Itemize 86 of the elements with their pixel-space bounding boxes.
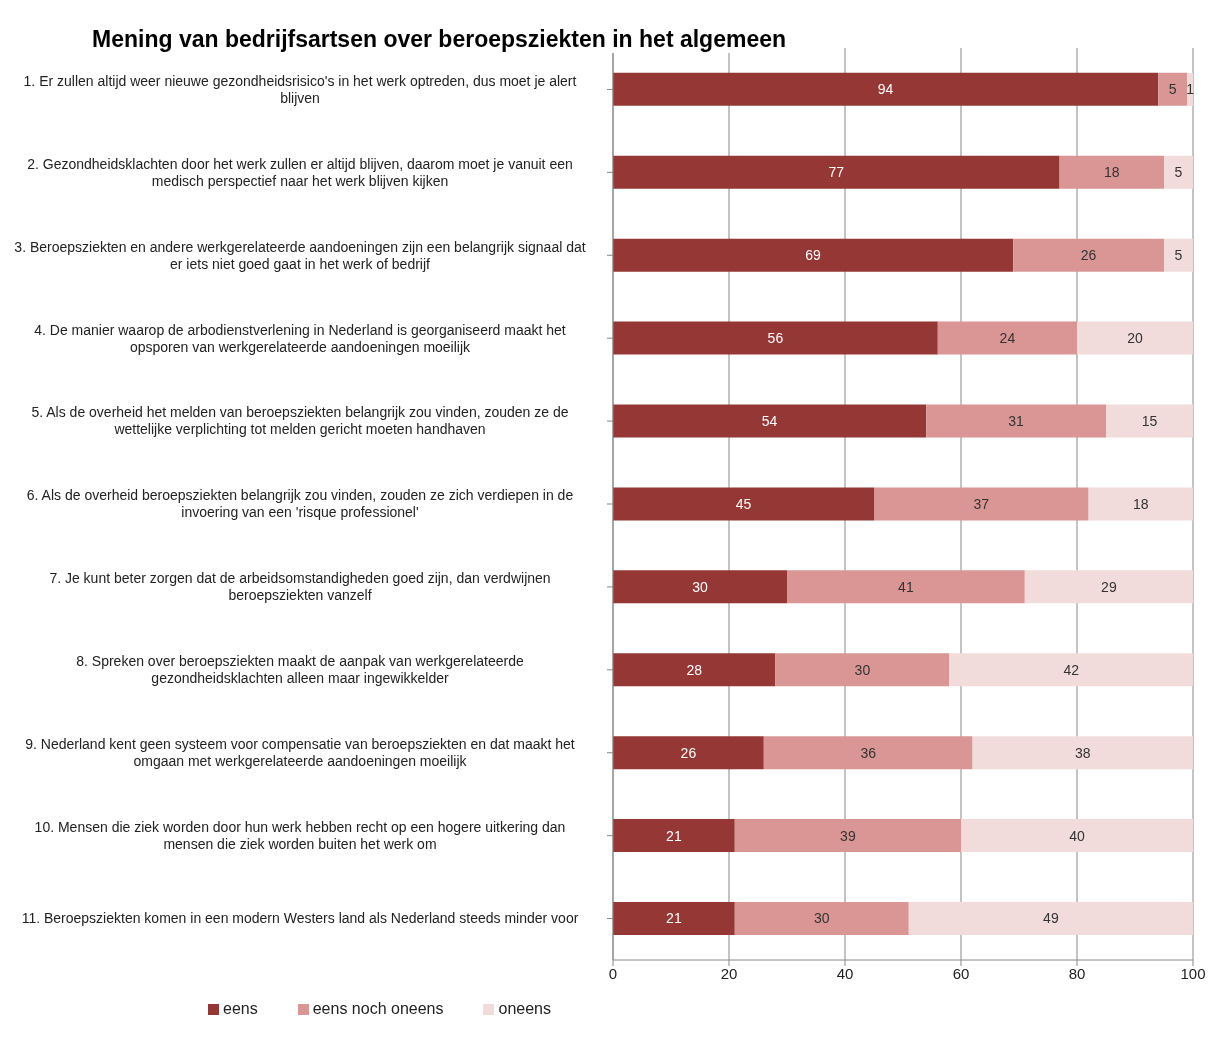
bar — [972, 736, 1193, 770]
bar — [613, 653, 776, 687]
bar — [926, 404, 1106, 438]
y-tick-label: 7. Je kunt beter zorgen dat de arbeidsomstandigheden goed zijn, dan verdwijnen beroepsziekten vanzelf — [49, 570, 551, 604]
bar — [613, 901, 735, 935]
y-tick-label: 4. De manier waarop de arbodienstverlening in Nederland is georganiseerd maakt het opsporen van werkgerelateerde aandoeningen moeilijk — [34, 321, 566, 355]
data-label: 49 — [1043, 910, 1059, 927]
data-label: 30 — [854, 661, 871, 678]
data-label: 41 — [898, 578, 914, 595]
data-label: 24 — [999, 330, 1016, 347]
legend-label: eens noch oneens — [312, 1000, 444, 1017]
bar — [787, 570, 1025, 604]
bar — [1158, 72, 1188, 106]
data-label: 18 — [1104, 164, 1120, 181]
legend-label: eens — [223, 1000, 258, 1017]
bar — [1059, 155, 1164, 189]
data-label: 1 — [1186, 81, 1195, 98]
bar — [613, 238, 1014, 272]
data-label: 38 — [1075, 744, 1091, 761]
data-label: 30 — [692, 578, 708, 595]
x-tick-label: 20 — [720, 964, 738, 982]
y-tick-label: 9. Nederland kent geen systeem voor compensatie van beroepsziekten en dat maakt het omgaan met werkgerelateerde aandoeningen moeilijk — [25, 736, 575, 770]
legend-label: oneens — [498, 1000, 551, 1017]
bar — [961, 819, 1193, 853]
data-label: 21 — [666, 827, 682, 844]
y-tick-label: 8. Spreken over beroepsziekten maakt de aanpak van werkgerelateerde gezondheidsklachten alleen maar ingewikkelder — [76, 653, 524, 687]
y-tick-label: 1. Er zullen altijd weer nieuwe gezondheidsrisico's in het werk optreden, dus moet je alert blijven — [23, 72, 577, 106]
x-tick-label: 100 — [1180, 964, 1206, 982]
bar — [1164, 238, 1193, 272]
data-label: 26 — [1080, 247, 1097, 264]
data-label: 5 — [1174, 247, 1183, 264]
data-label: 42 — [1063, 661, 1080, 678]
bar — [613, 736, 764, 770]
bar — [1106, 404, 1193, 438]
x-tick-label: 80 — [1068, 964, 1086, 982]
bar — [1077, 321, 1193, 355]
data-label: 26 — [680, 744, 697, 761]
data-label: 31 — [1008, 412, 1025, 429]
bar — [613, 487, 874, 521]
data-label: 36 — [860, 744, 877, 761]
bar — [734, 901, 909, 935]
bar — [734, 819, 961, 853]
bar — [613, 72, 1159, 106]
data-label: 18 — [1133, 495, 1149, 512]
bar — [775, 653, 950, 687]
chart-title: Mening van bedrijfsartsen over beroepsziekten in het algemeen — [88, 26, 791, 53]
y-tick-label: 11. Beroepsziekten komen in een modern Westers land als Nederland steeds minder voor — [21, 910, 579, 927]
bar — [613, 819, 735, 853]
bar — [613, 155, 1060, 189]
y-tick-label: 2. Gezondheidsklachten door het werk zullen er altijd blijven, daarom moet je vanuit een medisch perspectief naar het werk blijven kijken — [27, 155, 573, 189]
data-label: 30 — [814, 910, 830, 927]
data-label: 54 — [761, 412, 778, 429]
bar — [937, 321, 1077, 355]
data-label: 45 — [735, 495, 752, 512]
bar — [1164, 155, 1193, 189]
data-label: 56 — [767, 330, 784, 347]
bar — [1024, 570, 1193, 604]
data-label: 39 — [840, 827, 856, 844]
y-tick-label: 3. Beroepsziekten en andere werkgerelateerde aandoeningen zijn een belangrijk signaal dat er iets niet goed gaat in het werk of bedrijf — [14, 238, 586, 272]
y-tick-label: 10. Mensen die ziek worden door hun werk hebben recht op een hogere uitkering dan mensen die ziek worden buiten het werk om — [34, 819, 566, 853]
x-tick-label: 60 — [952, 964, 970, 982]
data-label: 37 — [973, 495, 990, 512]
bar — [613, 570, 787, 604]
y-tick-label: 6. Als de overheid beroepsziekten belangrijk zou vinden, zouden ze zich verdiepen in de invoering van een 'risque professionel' — [26, 487, 574, 521]
bar — [613, 404, 927, 438]
data-label: 94 — [877, 81, 894, 98]
data-label: 40 — [1069, 827, 1085, 844]
bar — [613, 321, 938, 355]
data-label: 20 — [1127, 330, 1143, 347]
data-label: 29 — [1101, 578, 1117, 595]
bar — [763, 736, 973, 770]
data-label: 69 — [805, 247, 822, 264]
bar — [949, 653, 1193, 687]
bar — [908, 901, 1193, 935]
bar — [1088, 487, 1193, 521]
y-tick-label: 5. Als de overheid het melden van beroepsziekten belangrijk zou vinden, zouden ze de wettelijke verplichting tot melden gericht moeten handhaven — [31, 404, 569, 438]
data-label: 15 — [1141, 412, 1158, 429]
bar — [1013, 238, 1164, 272]
data-label: 5 — [1168, 81, 1177, 98]
data-label: 21 — [666, 910, 682, 927]
data-label: 77 — [828, 164, 845, 181]
data-label: 5 — [1174, 164, 1183, 181]
data-label: 28 — [686, 661, 703, 678]
bar — [874, 487, 1089, 521]
x-tick-label: 0 — [608, 964, 618, 982]
x-tick-label: 40 — [836, 964, 854, 982]
